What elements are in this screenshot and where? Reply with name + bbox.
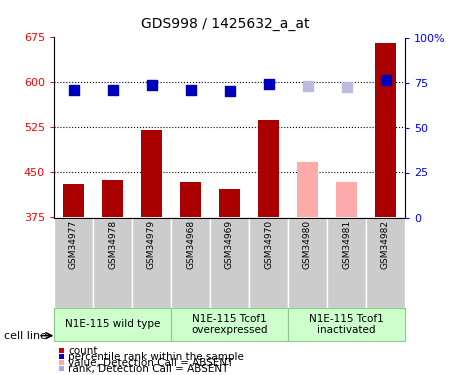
Bar [102, 180, 123, 218]
Point [70, 87, 77, 93]
Point [382, 77, 389, 83]
Bar [258, 120, 279, 218]
Bar [336, 182, 357, 218]
Bar [375, 44, 396, 218]
Bar [141, 130, 162, 218]
Text: GSM34978: GSM34978 [108, 220, 117, 269]
Text: cell line: cell line [4, 331, 48, 340]
Point [148, 82, 155, 88]
Bar [219, 189, 240, 217]
Point [304, 83, 311, 89]
Point [343, 84, 350, 90]
Text: GSM34981: GSM34981 [342, 220, 351, 269]
Text: GSM34968: GSM34968 [186, 220, 195, 269]
Text: GSM34970: GSM34970 [264, 220, 273, 269]
Bar [288, 308, 405, 341]
Bar [54, 217, 93, 308]
Text: GSM34979: GSM34979 [147, 220, 156, 269]
Text: GSM34969: GSM34969 [225, 220, 234, 269]
Text: GSM34977: GSM34977 [69, 220, 78, 269]
Text: N1E-115 wild type: N1E-115 wild type [65, 320, 160, 329]
Text: GDS998 / 1425632_a_at: GDS998 / 1425632_a_at [141, 17, 309, 31]
Text: value, Detection Call = ABSENT: value, Detection Call = ABSENT [68, 358, 234, 368]
Point [226, 88, 233, 94]
Bar [297, 162, 318, 218]
Text: percentile rank within the sample: percentile rank within the sample [68, 352, 244, 362]
Text: GSM34980: GSM34980 [303, 220, 312, 269]
Bar [249, 217, 288, 308]
Bar [210, 217, 249, 308]
Bar [288, 217, 327, 308]
Text: N1E-115 Tcof1
inactivated: N1E-115 Tcof1 inactivated [309, 314, 384, 335]
Bar [366, 217, 405, 308]
Text: rank, Detection Call = ABSENT: rank, Detection Call = ABSENT [68, 364, 229, 374]
Bar [171, 308, 288, 341]
Point [187, 87, 194, 93]
Text: count: count [68, 346, 98, 355]
Bar [180, 182, 201, 218]
Point [265, 81, 272, 87]
Bar [54, 308, 171, 341]
Bar [63, 184, 84, 218]
Text: GSM34982: GSM34982 [381, 220, 390, 269]
Bar [93, 217, 132, 308]
Bar [327, 217, 366, 308]
Bar [171, 217, 210, 308]
Bar [132, 217, 171, 308]
Text: N1E-115 Tcof1
overexpressed: N1E-115 Tcof1 overexpressed [191, 314, 268, 335]
Point [109, 87, 116, 93]
